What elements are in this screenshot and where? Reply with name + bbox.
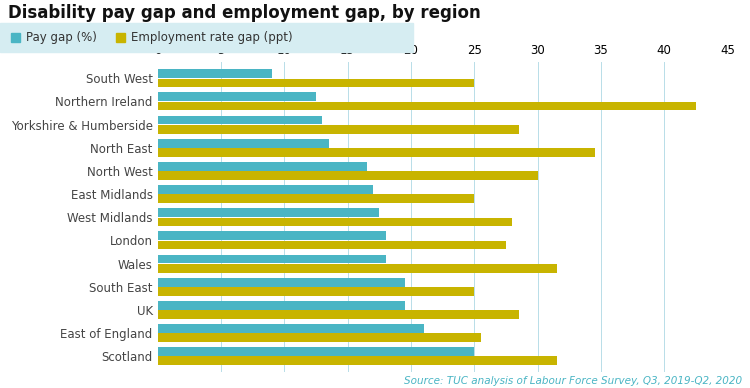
Text: Source: TUC analysis of Labour Force Survey, Q3, 2019-Q2, 2020: Source: TUC analysis of Labour Force Sur… <box>404 376 742 386</box>
Bar <box>158 208 380 217</box>
Bar <box>158 125 518 133</box>
Bar <box>158 231 386 240</box>
Bar <box>158 255 386 263</box>
Bar <box>158 278 404 287</box>
Bar <box>158 301 404 310</box>
Bar <box>158 102 696 111</box>
Bar <box>158 148 595 157</box>
Bar <box>158 264 556 273</box>
Bar <box>158 116 322 125</box>
Text: Employment rate gap (ppt): Employment rate gap (ppt) <box>131 31 292 44</box>
Bar <box>158 241 506 249</box>
Bar <box>158 218 512 226</box>
Bar <box>158 324 424 333</box>
Text: Pay gap (%): Pay gap (%) <box>26 31 98 44</box>
Bar <box>158 347 474 356</box>
Bar <box>158 162 367 171</box>
Bar <box>158 333 481 342</box>
Text: Disability pay gap and employment gap, by region: Disability pay gap and employment gap, b… <box>8 4 480 22</box>
Bar <box>158 139 328 147</box>
Bar <box>158 357 556 365</box>
Bar <box>158 310 518 319</box>
Bar <box>158 194 474 203</box>
Bar <box>158 287 474 296</box>
Bar <box>158 69 272 78</box>
Bar <box>158 78 474 87</box>
Bar <box>158 92 316 101</box>
Bar <box>158 185 373 194</box>
Bar <box>158 171 538 180</box>
